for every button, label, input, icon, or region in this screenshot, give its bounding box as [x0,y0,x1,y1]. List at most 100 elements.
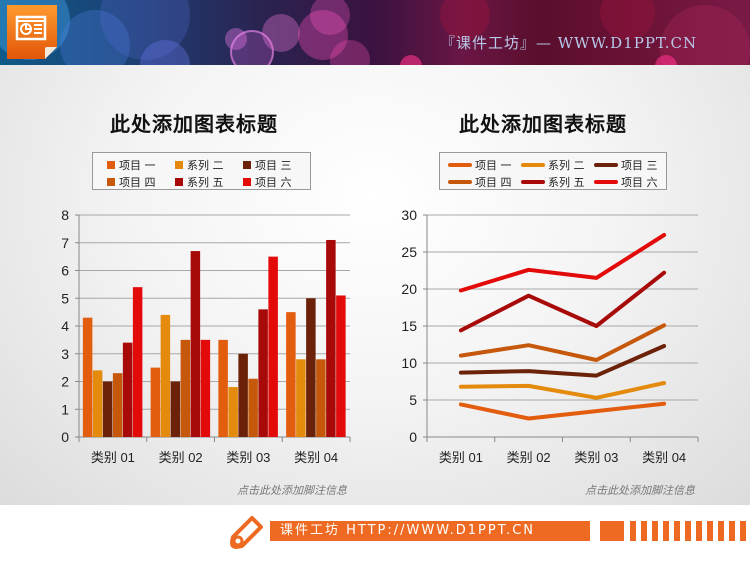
legend-label: 系列 五 [187,176,224,189]
legend-swatch [107,178,115,186]
legend-label: 项目 一 [119,159,156,172]
y-tick-label: 0 [61,429,69,445]
y-tick-label: 5 [61,290,69,306]
bar [170,381,181,437]
legend-label: 系列 二 [187,159,224,172]
x-tick-label: 类别 04 [294,450,338,465]
bar [258,309,268,437]
y-tick-label: 0 [409,429,417,445]
legend-swatch [243,178,251,186]
legend-item-4: 项目 四 [107,174,156,190]
legend-item-1: 项目 一 [448,157,512,173]
legend-swatch [448,163,472,167]
x-tick-label: 类别 02 [159,450,203,465]
legend-label: 系列 五 [548,176,585,189]
y-tick-label: 7 [61,235,69,251]
legend-item-5: 系列 五 [521,174,585,190]
legend-item-2: 系列 二 [175,157,224,173]
left-footnote[interactable]: 点击此处添加脚注信息 [237,484,347,497]
banner-site-text: 『课件工坊』— WWW.D1PPT.CN [440,34,698,52]
y-tick-label: 3 [61,346,69,362]
bar [102,381,113,437]
y-tick-label: 2 [61,374,69,390]
y-tick-label: 15 [401,318,417,334]
bar [92,370,103,437]
series-line [458,233,667,293]
bar [286,312,296,437]
legend-label: 项目 六 [255,176,292,189]
left-chart-legend: 项目 一 系列 二 项目 三 项目 四 系列 五 项目 六 [92,152,311,190]
pencil-icon [230,516,263,549]
series-line [458,270,667,333]
legend-label: 系列 二 [548,159,585,172]
legend-swatch [594,163,618,167]
legend-swatch [521,163,545,167]
bar [296,359,306,437]
legend-label: 项目 三 [255,159,292,172]
presentation-icon [5,3,59,60]
y-tick-label: 30 [401,207,417,223]
bar [268,256,278,437]
bar [238,353,248,437]
legend-swatch [448,180,472,184]
bar [218,339,228,437]
bar [150,367,161,437]
bar [306,298,316,437]
legend-label: 项目 三 [621,159,658,172]
right-chart-legend: 项目 一 系列 二 项目 三 项目 四 系列 五 项目 六 [439,152,667,190]
footer: 课件工坊 HTTP://WWW.D1PPT.CN [0,505,750,563]
legend-label: 项目 六 [621,176,658,189]
y-tick-label: 8 [61,207,69,223]
right-footnote[interactable]: 点击此处添加脚注信息 [585,484,695,497]
bar [82,317,93,437]
bar [248,378,258,437]
legend-item-6: 项目 六 [594,174,658,190]
bar [180,339,191,437]
series-line [458,323,667,362]
legend-label: 项目 四 [119,176,156,189]
legend-label: 项目 四 [475,176,512,189]
legend-item-1: 项目 一 [107,157,156,173]
x-tick-label: 类别 04 [642,450,686,465]
legend-label: 项目 一 [475,159,512,172]
legend-swatch [175,178,183,186]
legend-swatch [107,161,115,169]
bar [326,239,336,437]
legend-item-5: 系列 五 [175,174,224,190]
bar [132,287,143,437]
bar [228,387,238,437]
y-tick-label: 10 [401,355,417,371]
bar [160,314,171,437]
header-banner: 『课件工坊』— WWW.D1PPT.CN [0,0,750,65]
y-tick-label: 25 [401,244,417,260]
series-line [458,344,667,378]
legend-item-6: 项目 六 [243,174,292,190]
y-tick-label: 6 [61,263,69,279]
series-line [458,381,667,400]
right-chart-title: 此处添加图表标题 [459,112,627,136]
x-tick-label: 类别 02 [507,450,551,465]
bar [336,295,346,437]
bar [122,342,133,437]
left-chart-title: 此处添加图表标题 [110,112,278,136]
bar [112,373,123,437]
bar [200,339,211,437]
legend-swatch [243,161,251,169]
footer-link[interactable]: 课件工坊 HTTP://WWW.D1PPT.CN [270,521,590,541]
legend-item-3: 项目 三 [594,157,658,173]
x-tick-label: 类别 03 [226,450,270,465]
legend-swatch [521,180,545,184]
y-tick-label: 20 [401,281,417,297]
y-tick-label: 4 [61,318,69,334]
x-tick-label: 类别 01 [91,450,135,465]
series-line [458,401,667,421]
legend-item-2: 系列 二 [521,157,585,173]
legend-swatch [175,161,183,169]
x-tick-label: 类别 01 [439,450,483,465]
x-tick-label: 类别 03 [574,450,618,465]
legend-item-4: 项目 四 [448,174,512,190]
y-tick-label: 5 [409,392,417,408]
bar [316,359,326,437]
